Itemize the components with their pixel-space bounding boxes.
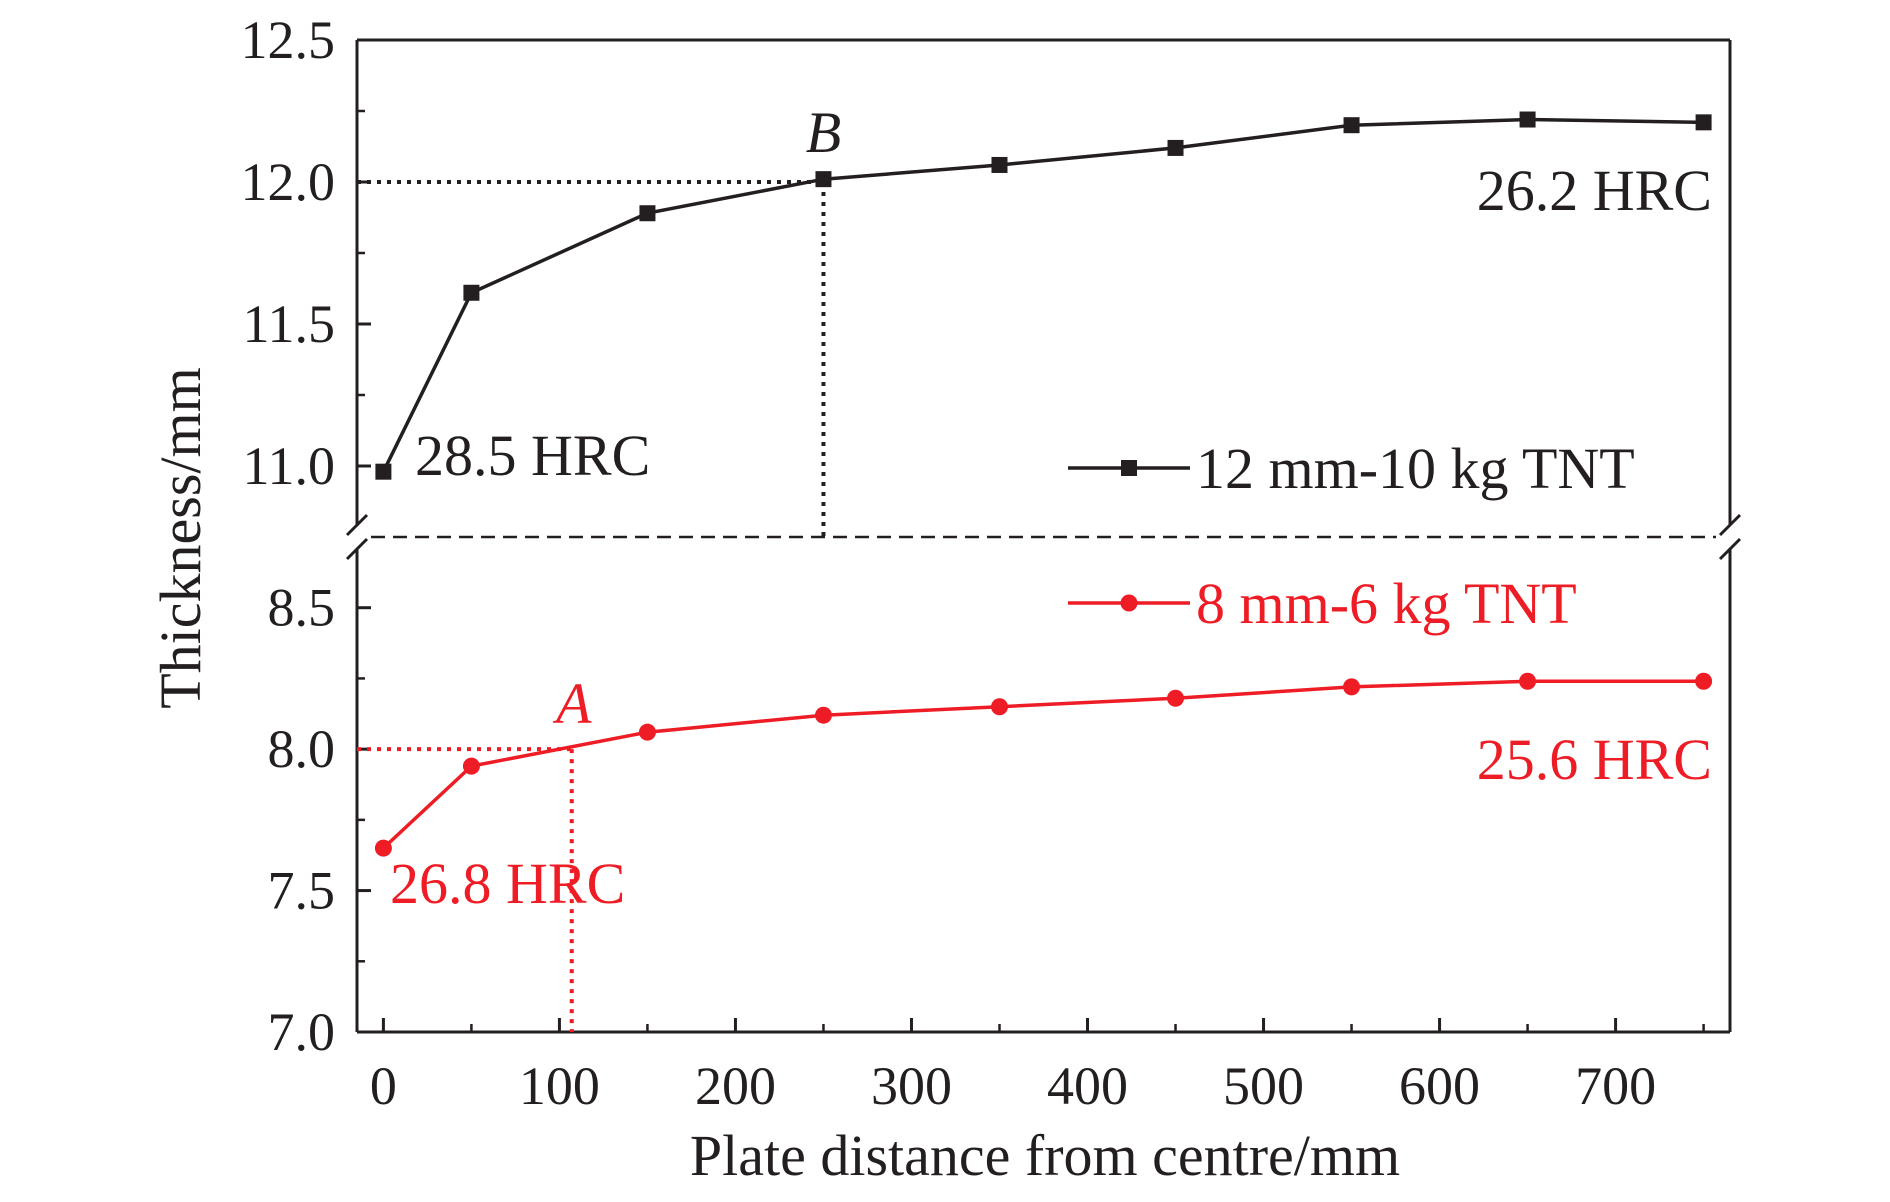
- y-axis-title: Thickness/mm: [148, 367, 213, 709]
- y-tick-label: 11.0: [243, 436, 336, 496]
- y-tick-label: 7.5: [268, 861, 336, 921]
- x-tick-label: 400: [1047, 1056, 1128, 1116]
- data-point-12mm: [1167, 139, 1184, 156]
- y-tick-label: 8.5: [268, 578, 336, 638]
- data-point-12mm: [1343, 117, 1360, 134]
- hardness-label: 28.5 HRC: [415, 423, 650, 488]
- hardness-label: 25.6 HRC: [1477, 727, 1712, 792]
- x-tick-label: 500: [1223, 1056, 1304, 1116]
- y-tick-label: 11.5: [243, 294, 336, 354]
- y-axis: 11.0 11.5 12.0 12.5 7.0 7.5 8.0 8.5: [241, 10, 371, 1062]
- data-point-12mm: [639, 205, 656, 222]
- data-point-12mm: [375, 463, 392, 480]
- break-mark-left-lower: [345, 537, 369, 561]
- x-tick-label: 700: [1575, 1056, 1656, 1116]
- data-point-8mm: [1167, 689, 1185, 707]
- y-tick-label: 8.0: [268, 719, 336, 779]
- legend-marker-circle: [1120, 594, 1138, 612]
- series-layer: [374, 111, 1713, 857]
- data-point-12mm: [815, 171, 832, 188]
- data-point-8mm: [1343, 678, 1361, 696]
- legend: 12 mm-10 kg TNT 8 mm-6 kg TNT: [1068, 436, 1635, 636]
- data-point-8mm: [462, 757, 480, 775]
- legend-label: 12 mm-10 kg TNT: [1196, 436, 1635, 501]
- hardness-label: 26.8 HRC: [390, 851, 625, 916]
- data-point-8mm: [1519, 672, 1537, 690]
- plot-frame: [345, 38, 1742, 1034]
- data-point-12mm: [1695, 114, 1712, 131]
- break-mark-left-upper: [345, 513, 369, 537]
- ref-point-label-a: A: [552, 671, 592, 736]
- y-tick-label: 12.0: [241, 152, 336, 212]
- x-tick-label: 200: [695, 1056, 776, 1116]
- data-point-8mm: [1695, 672, 1713, 690]
- data-point-8mm: [374, 839, 392, 857]
- data-point-12mm: [991, 156, 1008, 173]
- x-axis: 0 100 200 300 400 500 600 700: [370, 1018, 1705, 1116]
- reference-lines: BA: [357, 100, 841, 1032]
- annotations: 28.5 HRC 26.2 HRC 26.8 HRC 25.6 HRC: [390, 158, 1712, 916]
- data-point-12mm: [1519, 111, 1536, 128]
- data-point-12mm: [463, 284, 480, 301]
- data-point-8mm: [638, 723, 656, 741]
- legend-marker-square: [1121, 460, 1137, 476]
- legend-label: 8 mm-6 kg TNT: [1196, 571, 1577, 636]
- x-tick-label: 100: [519, 1056, 600, 1116]
- x-axis-title: Plate distance from centre/mm: [690, 1123, 1400, 1188]
- hardness-label: 26.2 HRC: [1477, 158, 1712, 223]
- data-point-8mm: [814, 706, 832, 724]
- y-tick-label: 12.5: [241, 10, 336, 70]
- break-mark-right-lower: [1718, 537, 1742, 561]
- y-tick-label: 7.0: [268, 1002, 336, 1062]
- x-tick-label: 0: [370, 1056, 397, 1116]
- data-point-8mm: [990, 698, 1008, 716]
- ref-point-label-b: B: [806, 100, 841, 165]
- x-tick-label: 300: [871, 1056, 952, 1116]
- break-mark-right-upper: [1718, 513, 1742, 537]
- x-tick-label: 600: [1399, 1056, 1480, 1116]
